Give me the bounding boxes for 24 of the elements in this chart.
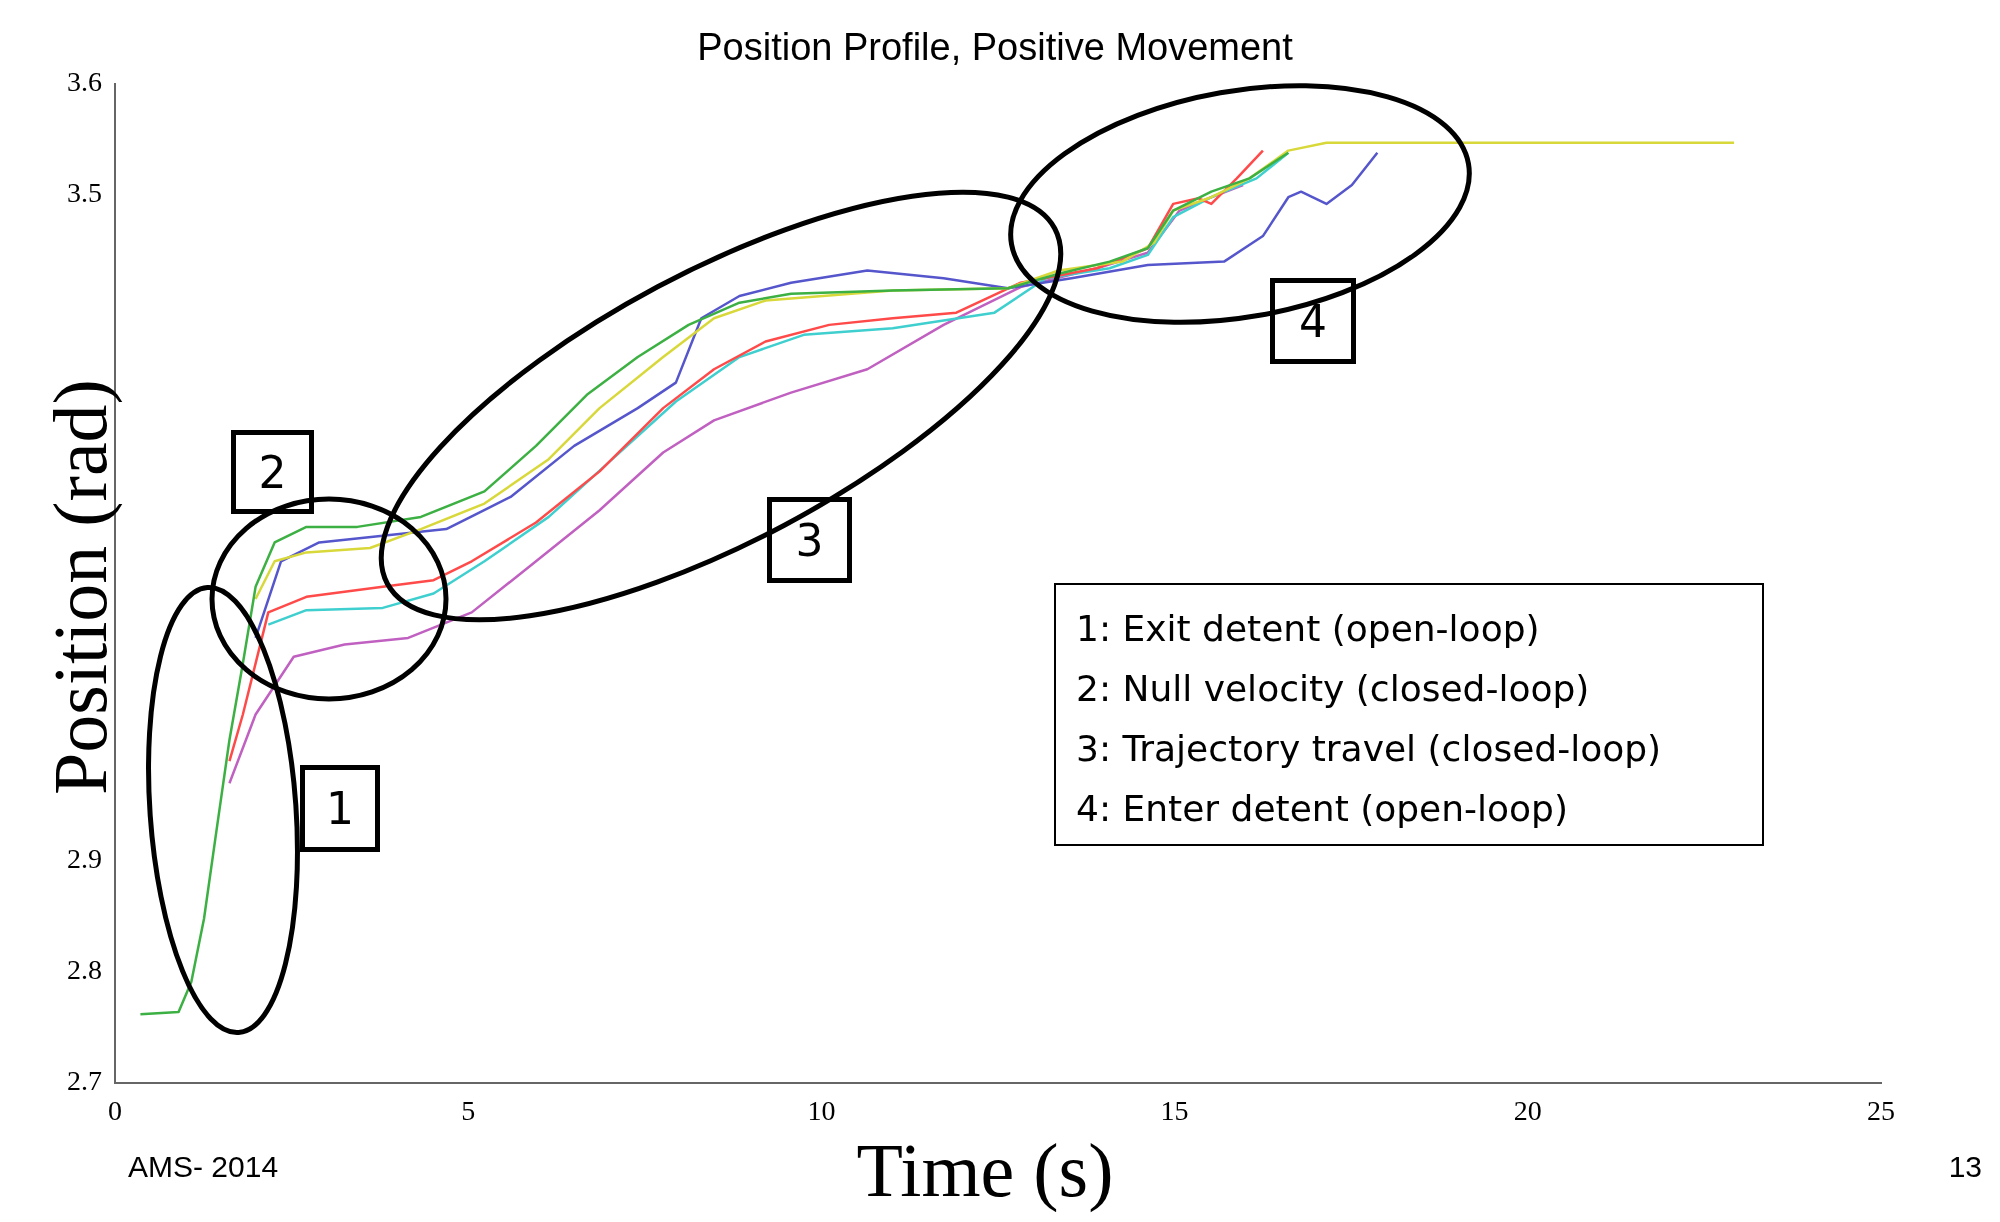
annotation: 3: Trajectory travel (closed-loop) bbox=[1076, 727, 1663, 771]
x-tick-label: 25 bbox=[1867, 1095, 1895, 1127]
y-tick-label: 2.7 bbox=[67, 1065, 102, 1097]
text: 13 bbox=[1948, 1150, 1982, 1184]
y-axis-title: Position (rad) bbox=[38, 379, 122, 795]
annotation: 1 bbox=[300, 765, 380, 852]
annotation: 1: Exit detent (open-loop) bbox=[1076, 607, 1541, 651]
text: AMS- 2014 bbox=[128, 1150, 279, 1184]
annotation: 4 bbox=[1270, 278, 1356, 364]
annotation: 2 bbox=[231, 430, 314, 514]
x-tick-label: 20 bbox=[1513, 1095, 1542, 1127]
x-tick-label: 15 bbox=[1160, 1095, 1189, 1127]
annotation: 3 bbox=[767, 497, 852, 583]
y-tick-label: 3.6 bbox=[67, 66, 102, 98]
x-tick-label: 5 bbox=[461, 1095, 476, 1127]
x-tick-label: 0 bbox=[108, 1095, 122, 1127]
x-axis-title: Time (s) bbox=[856, 1128, 1114, 1212]
y-tick-label: 2.8 bbox=[67, 954, 102, 986]
y-tick-label: 3.5 bbox=[67, 177, 102, 209]
annotation: 4: Enter detent (open-loop) bbox=[1076, 787, 1569, 831]
y-tick-label: 2.9 bbox=[67, 843, 102, 875]
x-tick-label: 10 bbox=[807, 1095, 836, 1127]
chart-title: Position Profile, Positive Movement bbox=[697, 26, 1293, 69]
annotation: 2: Null velocity (closed-loop) bbox=[1076, 667, 1591, 711]
